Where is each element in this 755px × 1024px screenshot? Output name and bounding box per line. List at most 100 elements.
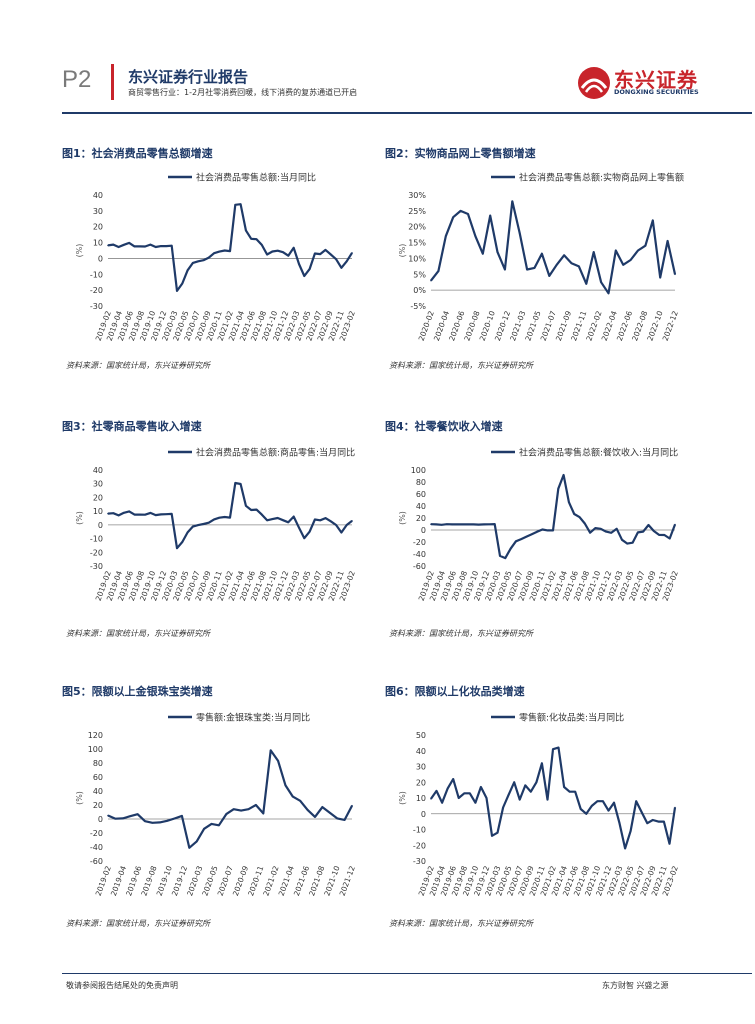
data-point — [197, 524, 199, 526]
y-axis-label: (%) — [398, 244, 407, 258]
legend-label: 社会消费品零售总额:商品零售:当月同比 — [196, 447, 355, 459]
chart-online-retail: 社会消费品零售总额:实物商品网上零售额:当月值：同比 -5% 0% 5% 10% 15% 2… — [398, 172, 685, 343]
data-point — [472, 523, 475, 526]
data-point — [170, 513, 173, 515]
y-tick-label: 25% — [408, 207, 426, 216]
logo-english-name: DONGXING SECURITIES — [614, 88, 699, 96]
y-tick-label: -30 — [413, 857, 426, 866]
data-point — [430, 523, 432, 525]
data-point — [269, 749, 272, 752]
data-point — [208, 256, 210, 259]
data-point — [511, 200, 514, 203]
data-point — [299, 800, 301, 802]
y-tick-label: 50 — [416, 731, 426, 740]
data-point — [117, 514, 120, 517]
data-point — [613, 801, 615, 804]
data-point — [128, 510, 130, 513]
data-point — [489, 214, 491, 217]
data-point — [292, 247, 295, 249]
dongxing-logo-icon — [578, 67, 610, 99]
y-tick-label: -60 — [90, 857, 103, 866]
data-point — [552, 529, 554, 532]
y-tick-label: 0 — [98, 521, 103, 530]
data-point — [255, 238, 258, 240]
data-point — [247, 808, 250, 810]
data-point — [266, 519, 268, 522]
data-point — [635, 800, 637, 802]
data-point — [462, 523, 464, 526]
data-point — [509, 547, 512, 550]
data-point — [330, 253, 332, 256]
data-point — [314, 252, 316, 255]
data-point — [477, 523, 480, 526]
data-point — [139, 513, 141, 516]
data-point — [469, 792, 471, 795]
data-point — [452, 216, 454, 218]
data-point — [308, 530, 311, 533]
data-point — [430, 798, 432, 800]
data-point — [574, 790, 576, 793]
data-point — [456, 523, 459, 526]
y-tick-label: -10 — [90, 270, 103, 279]
data-point — [504, 268, 506, 271]
data-point — [329, 811, 331, 814]
data-point — [518, 798, 521, 801]
data-point — [626, 542, 629, 545]
data-point — [266, 253, 268, 256]
data-point — [343, 819, 346, 821]
data-point — [223, 516, 226, 518]
data-point — [629, 259, 632, 261]
data-point — [173, 817, 176, 820]
data-point — [195, 840, 198, 843]
data-point — [570, 262, 573, 264]
data-point — [441, 801, 443, 804]
data-point — [218, 250, 221, 253]
footer-divider — [62, 973, 752, 974]
data-point — [663, 534, 666, 536]
data-point — [513, 781, 515, 784]
data-point — [435, 523, 438, 526]
data-point — [647, 524, 650, 526]
data-point — [112, 243, 115, 246]
data-point — [314, 518, 316, 521]
data-point — [321, 806, 324, 808]
data-point — [261, 244, 263, 246]
y-tick-label: 15% — [408, 239, 426, 248]
y-tick-label: -20 — [413, 538, 426, 547]
data-point — [562, 474, 565, 476]
series-line — [430, 473, 677, 560]
data-point — [139, 245, 141, 248]
data-point — [165, 245, 168, 247]
data-point — [351, 804, 353, 807]
data-point — [605, 530, 607, 533]
data-point — [666, 240, 669, 242]
data-point — [615, 528, 618, 530]
data-point — [336, 817, 339, 820]
data-point — [653, 530, 655, 532]
data-point — [555, 264, 558, 266]
data-point — [624, 847, 626, 850]
data-point — [287, 254, 290, 257]
data-point — [144, 820, 146, 822]
y-tick-label: -20 — [90, 548, 103, 557]
data-point — [568, 501, 570, 503]
series-line — [107, 749, 353, 849]
data-point — [271, 250, 274, 253]
data-point — [144, 245, 146, 248]
data-point — [282, 251, 284, 253]
data-point — [467, 213, 469, 215]
data-point — [430, 279, 432, 282]
data-point — [351, 520, 353, 522]
data-point — [546, 798, 549, 801]
data-point — [507, 794, 510, 796]
data-point — [203, 828, 205, 830]
data-point — [483, 523, 485, 526]
y-axis-label: (%) — [75, 511, 84, 525]
data-point — [197, 260, 199, 263]
figure-1-source: 资料来源：国家统计局，东兴证券研究所 — [66, 361, 210, 370]
data-point — [319, 253, 322, 255]
data-point — [133, 513, 136, 516]
data-point — [518, 232, 521, 234]
data-point — [618, 822, 621, 824]
data-point — [335, 524, 337, 526]
